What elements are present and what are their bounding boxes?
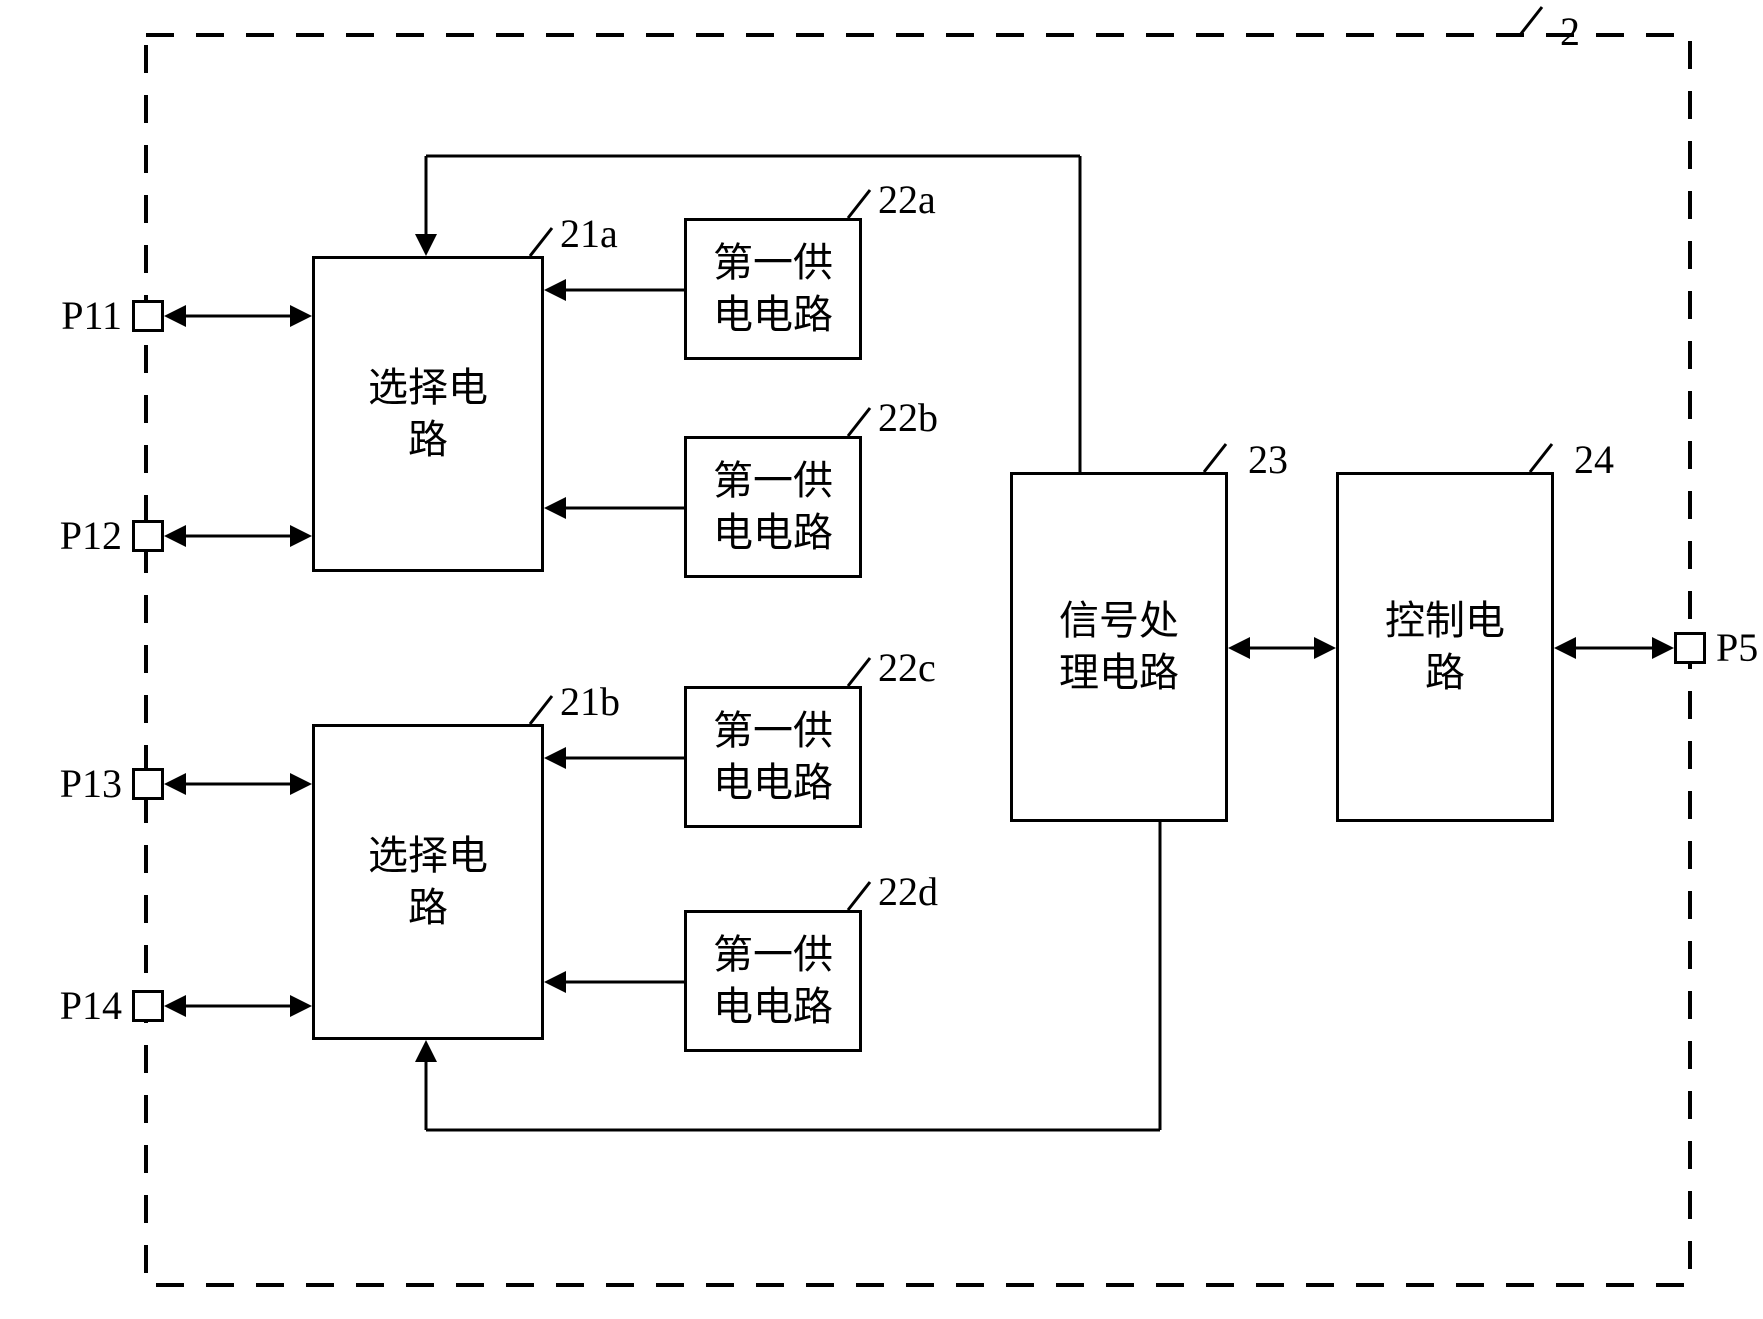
block-label-ps_b: 第一供 电电路 — [713, 455, 833, 559]
block-ps_a: 第一供 电电路 — [684, 218, 862, 360]
ref-label-22a: 22a — [878, 176, 936, 223]
block-sig: 信号处 理电路 — [1010, 472, 1228, 822]
ref-label-21a: 21a — [560, 210, 618, 257]
pin-label-P5: P5 — [1716, 624, 1758, 671]
pin-label-P13: P13 — [32, 760, 122, 807]
pin-P11 — [132, 300, 164, 332]
block-label-sel_b: 选择电 路 — [368, 830, 488, 934]
block-label-sig: 信号处 理电路 — [1059, 595, 1179, 699]
pin-P12 — [132, 520, 164, 552]
ref-label-22b: 22b — [878, 394, 938, 441]
pin-P5 — [1674, 632, 1706, 664]
block-sel_b: 选择电 路 — [312, 724, 544, 1040]
ref-label-21b: 21b — [560, 678, 620, 725]
block-label-ctrl: 控制电 路 — [1385, 595, 1505, 699]
block-ps_c: 第一供 电电路 — [684, 686, 862, 828]
block-sel_a: 选择电 路 — [312, 256, 544, 572]
pin-label-P11: P11 — [32, 292, 122, 339]
ref-label-22c: 22c — [878, 644, 936, 691]
ref-label-22d: 22d — [878, 868, 938, 915]
pin-label-P14: P14 — [32, 982, 122, 1029]
block-label-ps_c: 第一供 电电路 — [713, 705, 833, 809]
block-label-ps_d: 第一供 电电路 — [713, 929, 833, 1033]
pin-P14 — [132, 990, 164, 1022]
pin-label-P12: P12 — [32, 512, 122, 559]
ref-label-24: 24 — [1574, 436, 1614, 483]
block-ctrl: 控制电 路 — [1336, 472, 1554, 822]
pin-P13 — [132, 768, 164, 800]
block-label-ps_a: 第一供 电电路 — [713, 237, 833, 341]
block-ps_d: 第一供 电电路 — [684, 910, 862, 1052]
block-label-sel_a: 选择电 路 — [368, 362, 488, 466]
ref-label-2: 2 — [1560, 8, 1580, 55]
ref-label-23: 23 — [1248, 436, 1288, 483]
block-ps_b: 第一供 电电路 — [684, 436, 862, 578]
